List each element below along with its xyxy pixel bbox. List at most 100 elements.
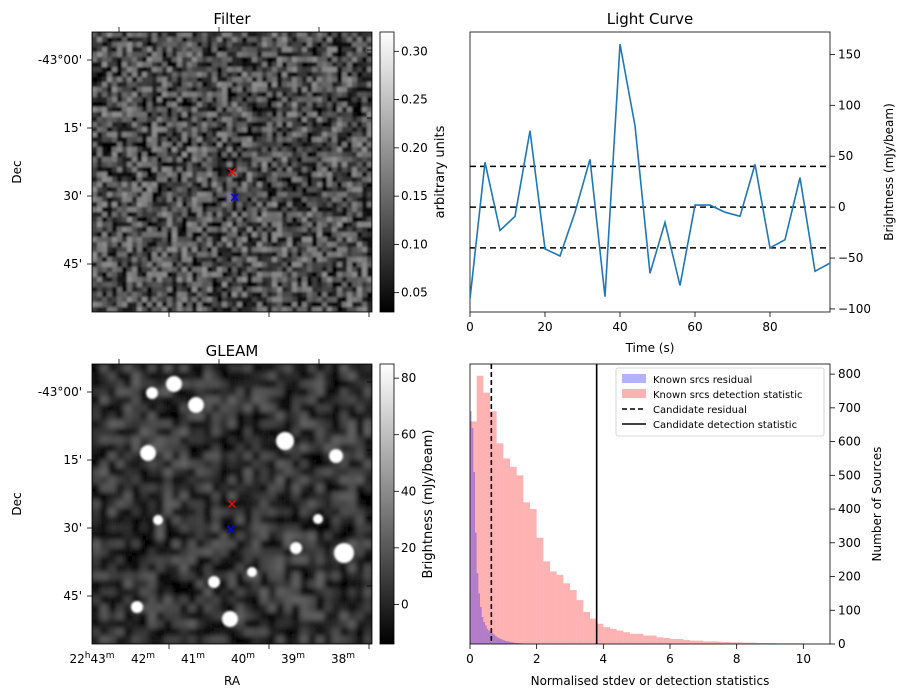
detection-bar [570,590,577,644]
marker-blue-cross [226,525,235,534]
x-tick-label: 8 [733,652,741,666]
filter-title: Filter [213,10,251,28]
residual-bar [476,573,479,644]
residual-bar [475,532,477,644]
x-tick-label: 2 [533,652,541,666]
residual-bar [508,641,510,644]
gleam-colorbar-label: Brightness (mJy/beam) [421,430,436,579]
colorbar-tick-label: 0.30 [401,44,428,58]
residual-bar [480,606,482,644]
detection-bar [576,600,584,644]
detection-bar [516,475,524,644]
residual-bar [511,642,514,644]
residual-bar [491,633,494,644]
x-tick-label: 0 [466,652,474,666]
gleam-panel: GLEAM -43°00' 15' 30' 45' 22h43m 42m 41m 40m 39… [10,342,436,688]
detection-bar [536,537,544,644]
residual-bar [473,471,475,644]
filter-colorbar [379,31,395,313]
ra-tick-label: 39m [281,651,305,666]
detection-bar [770,642,777,644]
detection-bar [556,574,564,644]
histogram-panel: 0 2 4 6 8 10 0 100 200 300 400 500 600 700 800 Normal… [466,363,884,688]
residual-bar [488,630,490,644]
detection-bar [743,642,750,644]
marker-red-cross [228,500,236,508]
detection-bar [736,642,744,644]
gleam-title: GLEAM [206,342,259,360]
dec-tick-label: -43°00' [38,53,82,67]
legend-label-candidate-residual: Candidate residual [653,405,747,416]
detection-bar [683,639,690,644]
colorbar-tick-label: 0.25 [401,93,428,107]
detection-bar [496,443,504,644]
x-tick-label: 10 [796,652,811,666]
residual-bar [485,625,487,644]
residual-bar [481,617,484,644]
histogram-legend: Known srcs residual Known srcs detection… [615,367,825,437]
dec-tick-label: 30' [63,189,82,203]
dec-tick-label: 45' [63,589,82,603]
detection-bar [590,618,597,644]
colorbar-tick-label: 0.10 [401,237,428,251]
detection-bar [656,637,664,644]
detection-bar [716,641,724,644]
x-tick-label: 0 [466,320,474,334]
residual-bar [495,635,497,644]
detection-bar [663,637,670,644]
ra-tick-label: 42m [131,651,155,666]
filter-dec-label: Dec [10,160,24,183]
y-tick-label: 300 [838,536,861,550]
colorbar-tick-label: 0.05 [401,286,428,300]
gleam-image [92,364,372,644]
y-tick-label: 500 [838,468,861,482]
filter-image [92,32,372,312]
legend-swatch-detection [622,389,646,398]
ra-tick-label: 38m [331,651,355,666]
colorbar-tick-label: 0.20 [401,141,428,155]
y-tick-label: 200 [838,570,861,584]
detection-bar [510,466,517,644]
residual-bar [516,642,519,644]
detection-bar [483,392,490,644]
residual-bar [486,628,489,644]
y-tick-label: −100 [838,302,871,316]
detection-bar [710,641,717,644]
residual-bar [503,640,505,644]
detection-bar [596,623,604,644]
dec-tick-label: 15' [63,121,82,135]
colorbar-tick-label: 60 [401,428,416,442]
filter-panel: Filter -43°00' 15' 30' 45' Dec 0.05 0.10 0.15… [10,10,448,317]
colorbar-tick-label: 0 [401,597,409,611]
gleam-dec-label: Dec [10,492,24,515]
residual-bar [471,428,474,644]
histogram-xlabel: Normalised stdev or detection statistics [531,674,770,688]
detection-bar [603,627,610,644]
y-tick-label: 400 [838,502,861,516]
residual-bar [505,640,507,644]
ra-tick-label: 41m [181,651,205,666]
legend-label-detection: Known srcs detection statistic [653,390,802,401]
x-tick-label: 4 [600,652,608,666]
residual-bar [500,638,502,644]
detection-bar [503,458,510,644]
detection-bar [550,571,557,644]
colorbar-tick-label: 20 [401,541,416,555]
colorbar-tick-label: 40 [401,484,416,498]
light-curve-series [470,44,830,299]
residual-bar [493,634,495,644]
residual-bar [483,622,485,644]
detection-bar [703,641,710,644]
detection-bar [670,638,677,644]
dec-tick-label: 30' [63,521,82,535]
dec-tick-label: -43°00' [38,385,82,399]
gleam-colorbar [379,363,395,645]
residual-bar [506,641,509,644]
detection-bar [470,421,477,644]
y-tick-label: 800 [838,367,861,381]
dec-tick-label: 45' [63,257,82,271]
light-curve-ylabel: Brightness (mJy/beam) [882,103,896,241]
ra-tick-label: 22h43m [69,651,114,666]
x-tick-label: 60 [687,320,702,334]
detection-bar [623,632,630,644]
